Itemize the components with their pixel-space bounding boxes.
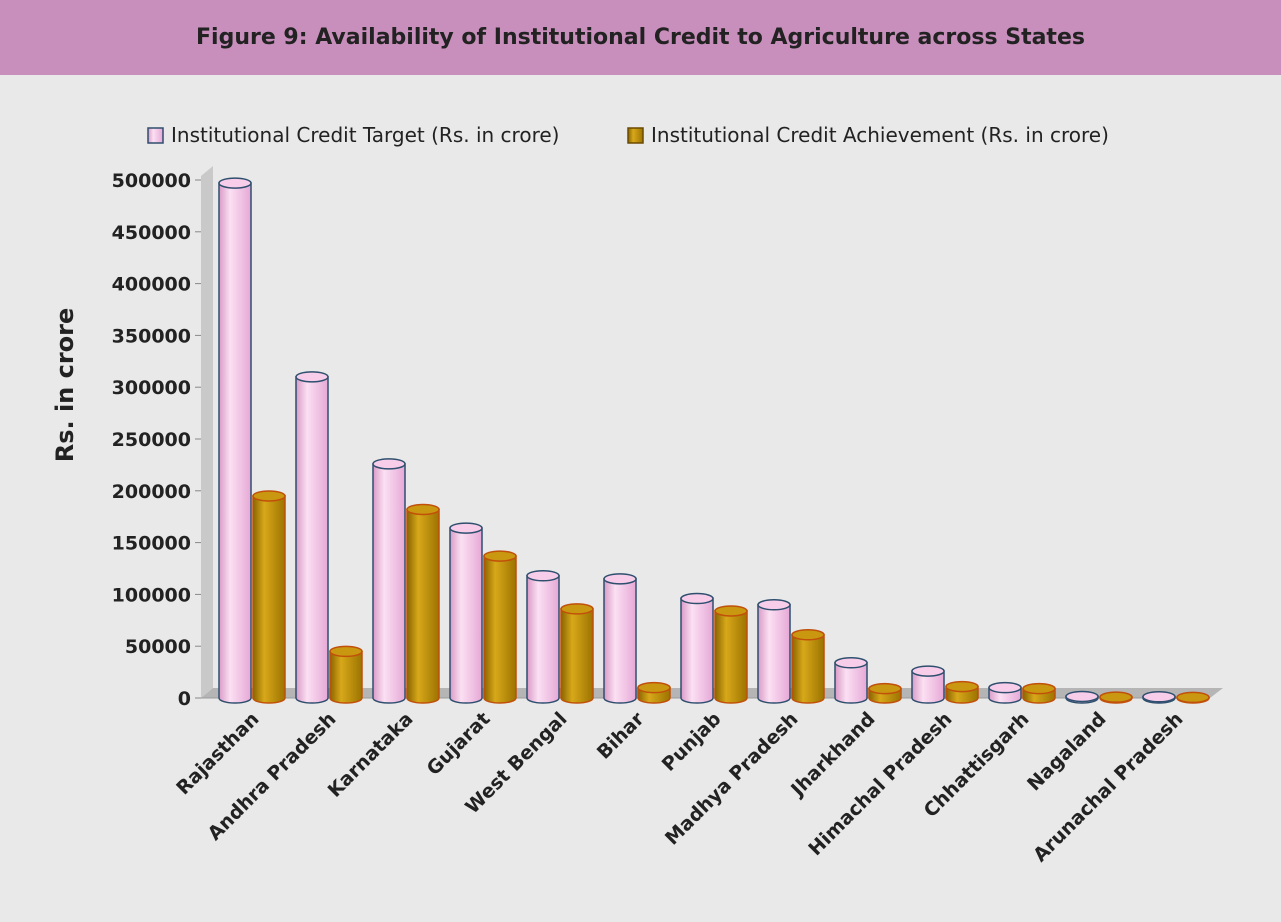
bar-body [791, 634, 825, 704]
bar-top [911, 665, 945, 677]
bar [449, 522, 483, 704]
bar-top [868, 682, 902, 695]
chart-title: Figure 9: Availability of Institutional … [196, 25, 1085, 50]
bar [372, 458, 406, 704]
bar [406, 503, 440, 704]
bar-top [372, 458, 406, 470]
legend-swatch [627, 127, 644, 144]
chart-area: Institutional Credit Target (Rs. in cror… [0, 75, 1281, 918]
bar-top [1099, 691, 1133, 703]
bar-body [560, 608, 594, 704]
bar-top [252, 490, 286, 502]
bar-body [449, 527, 483, 704]
bar [988, 681, 1022, 704]
bar-body [329, 650, 363, 704]
bar [1099, 691, 1133, 704]
y-tick-label: 450000 [112, 222, 191, 244]
bar [868, 682, 902, 704]
bar-top [218, 177, 252, 189]
y-tick-label: 0 [178, 688, 191, 710]
y-tick-label: 250000 [112, 429, 191, 451]
bar-top [834, 657, 868, 669]
bar-top [329, 645, 363, 658]
bar [252, 490, 286, 704]
x-tick-label: Bihar [593, 708, 649, 764]
bar-body [526, 575, 560, 704]
bar-body [295, 376, 329, 704]
bar [483, 550, 517, 704]
bar-top [295, 371, 329, 383]
bar-top [1065, 690, 1099, 703]
y-tick-label: 50000 [125, 636, 191, 658]
title-bar: Figure 9: Availability of Institutional … [0, 0, 1281, 75]
bar-top [1142, 691, 1176, 703]
bar-body [911, 670, 945, 704]
bar-body [252, 495, 286, 704]
legend-swatch [147, 127, 164, 144]
bar [680, 592, 714, 704]
bar [757, 599, 791, 704]
bar [714, 605, 748, 704]
bar [1022, 682, 1056, 704]
y-tick-label: 300000 [112, 377, 191, 399]
bar-body [603, 578, 637, 704]
bar [791, 629, 825, 704]
bar-chart: Institutional Credit Target (Rs. in cror… [51, 123, 1223, 866]
bar-top [560, 603, 594, 615]
legend-label: Institutional Credit Achievement (Rs. in… [651, 123, 1109, 147]
bar [945, 680, 979, 704]
x-tick-label: Punjab [658, 708, 726, 776]
x-tick-label: Himachal Pradesh [804, 708, 956, 860]
y-tick-label: 150000 [112, 533, 191, 555]
axis-wall [201, 166, 213, 698]
y-tick-label: 400000 [112, 274, 191, 296]
bar-top [1176, 691, 1210, 704]
bar [834, 657, 868, 704]
bar-body [406, 508, 440, 704]
bar [526, 570, 560, 704]
bar-top [637, 681, 671, 694]
bar [1142, 691, 1176, 704]
y-tick-label: 500000 [112, 170, 191, 192]
y-tick-label: 350000 [112, 325, 191, 347]
bar-top [526, 570, 560, 582]
bar-top [1022, 682, 1056, 695]
bar [1176, 691, 1210, 704]
bar [329, 645, 363, 704]
legend-label: Institutional Credit Target (Rs. in cror… [171, 123, 559, 147]
bar-body [714, 610, 748, 704]
y-tick-label: 200000 [112, 481, 191, 503]
bar-top [988, 681, 1022, 694]
y-tick-label: 100000 [112, 584, 191, 606]
bar-body [680, 597, 714, 704]
x-tick-label: Andhra Pradesh [204, 708, 341, 845]
bar-body [757, 604, 791, 704]
bar-body [372, 463, 406, 704]
bar [603, 573, 637, 704]
bar [218, 177, 252, 704]
bar [560, 603, 594, 704]
bar-top [791, 629, 825, 641]
x-tick-label: Gujarat [423, 708, 495, 780]
bar-body [483, 555, 517, 704]
bar [911, 665, 945, 704]
bar-top [603, 573, 637, 585]
x-tick-label: Arunachal Pradesh [1029, 708, 1187, 866]
bar-body [834, 662, 868, 704]
bar-body [218, 182, 252, 704]
bar-top [945, 680, 979, 693]
bar-top [483, 550, 517, 562]
bar [295, 371, 329, 704]
bar [1065, 690, 1099, 704]
bar-top [680, 592, 714, 605]
bar-top [449, 522, 483, 534]
x-tick-label: Madhya Pradesh [661, 708, 803, 850]
bar-top [406, 503, 440, 516]
y-axis-label: Rs. in crore [51, 308, 79, 463]
bar-top [757, 599, 791, 611]
bar [637, 681, 671, 704]
bar-top [714, 605, 748, 617]
